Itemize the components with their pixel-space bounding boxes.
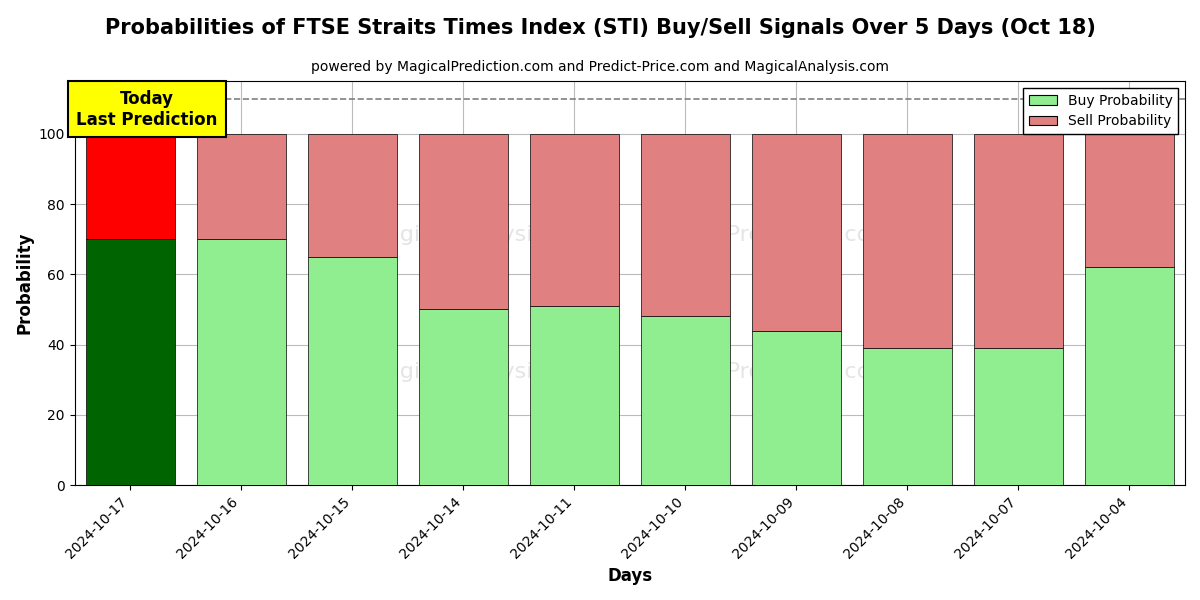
Bar bbox=[530, 134, 619, 306]
Bar bbox=[1085, 134, 1174, 267]
Bar bbox=[863, 134, 952, 348]
Bar bbox=[197, 134, 286, 239]
Bar bbox=[752, 331, 841, 485]
Text: MagicalAnalysis.com      MagicalPrediction.com: MagicalAnalysis.com MagicalPrediction.co… bbox=[367, 362, 893, 382]
Text: MagicalAnalysis.com      MagicalPrediction.com: MagicalAnalysis.com MagicalPrediction.co… bbox=[367, 224, 893, 245]
X-axis label: Days: Days bbox=[607, 567, 653, 585]
Bar bbox=[641, 134, 730, 316]
Bar bbox=[974, 134, 1063, 348]
Text: powered by MagicalPrediction.com and Predict-Price.com and MagicalAnalysis.com: powered by MagicalPrediction.com and Pre… bbox=[311, 60, 889, 74]
Bar bbox=[863, 348, 952, 485]
Bar bbox=[419, 310, 508, 485]
Bar bbox=[641, 316, 730, 485]
Bar bbox=[197, 239, 286, 485]
Bar bbox=[308, 134, 397, 257]
Text: Today
Last Prediction: Today Last Prediction bbox=[76, 90, 217, 128]
Bar bbox=[974, 348, 1063, 485]
Legend: Buy Probability, Sell Probability: Buy Probability, Sell Probability bbox=[1024, 88, 1178, 134]
Bar bbox=[85, 134, 174, 239]
Bar bbox=[752, 134, 841, 331]
Text: Probabilities of FTSE Straits Times Index (STI) Buy/Sell Signals Over 5 Days (Oc: Probabilities of FTSE Straits Times Inde… bbox=[104, 18, 1096, 38]
Bar bbox=[85, 239, 174, 485]
Bar bbox=[1085, 267, 1174, 485]
Bar bbox=[530, 306, 619, 485]
Bar bbox=[419, 134, 508, 310]
Bar bbox=[308, 257, 397, 485]
Y-axis label: Probability: Probability bbox=[16, 232, 34, 334]
